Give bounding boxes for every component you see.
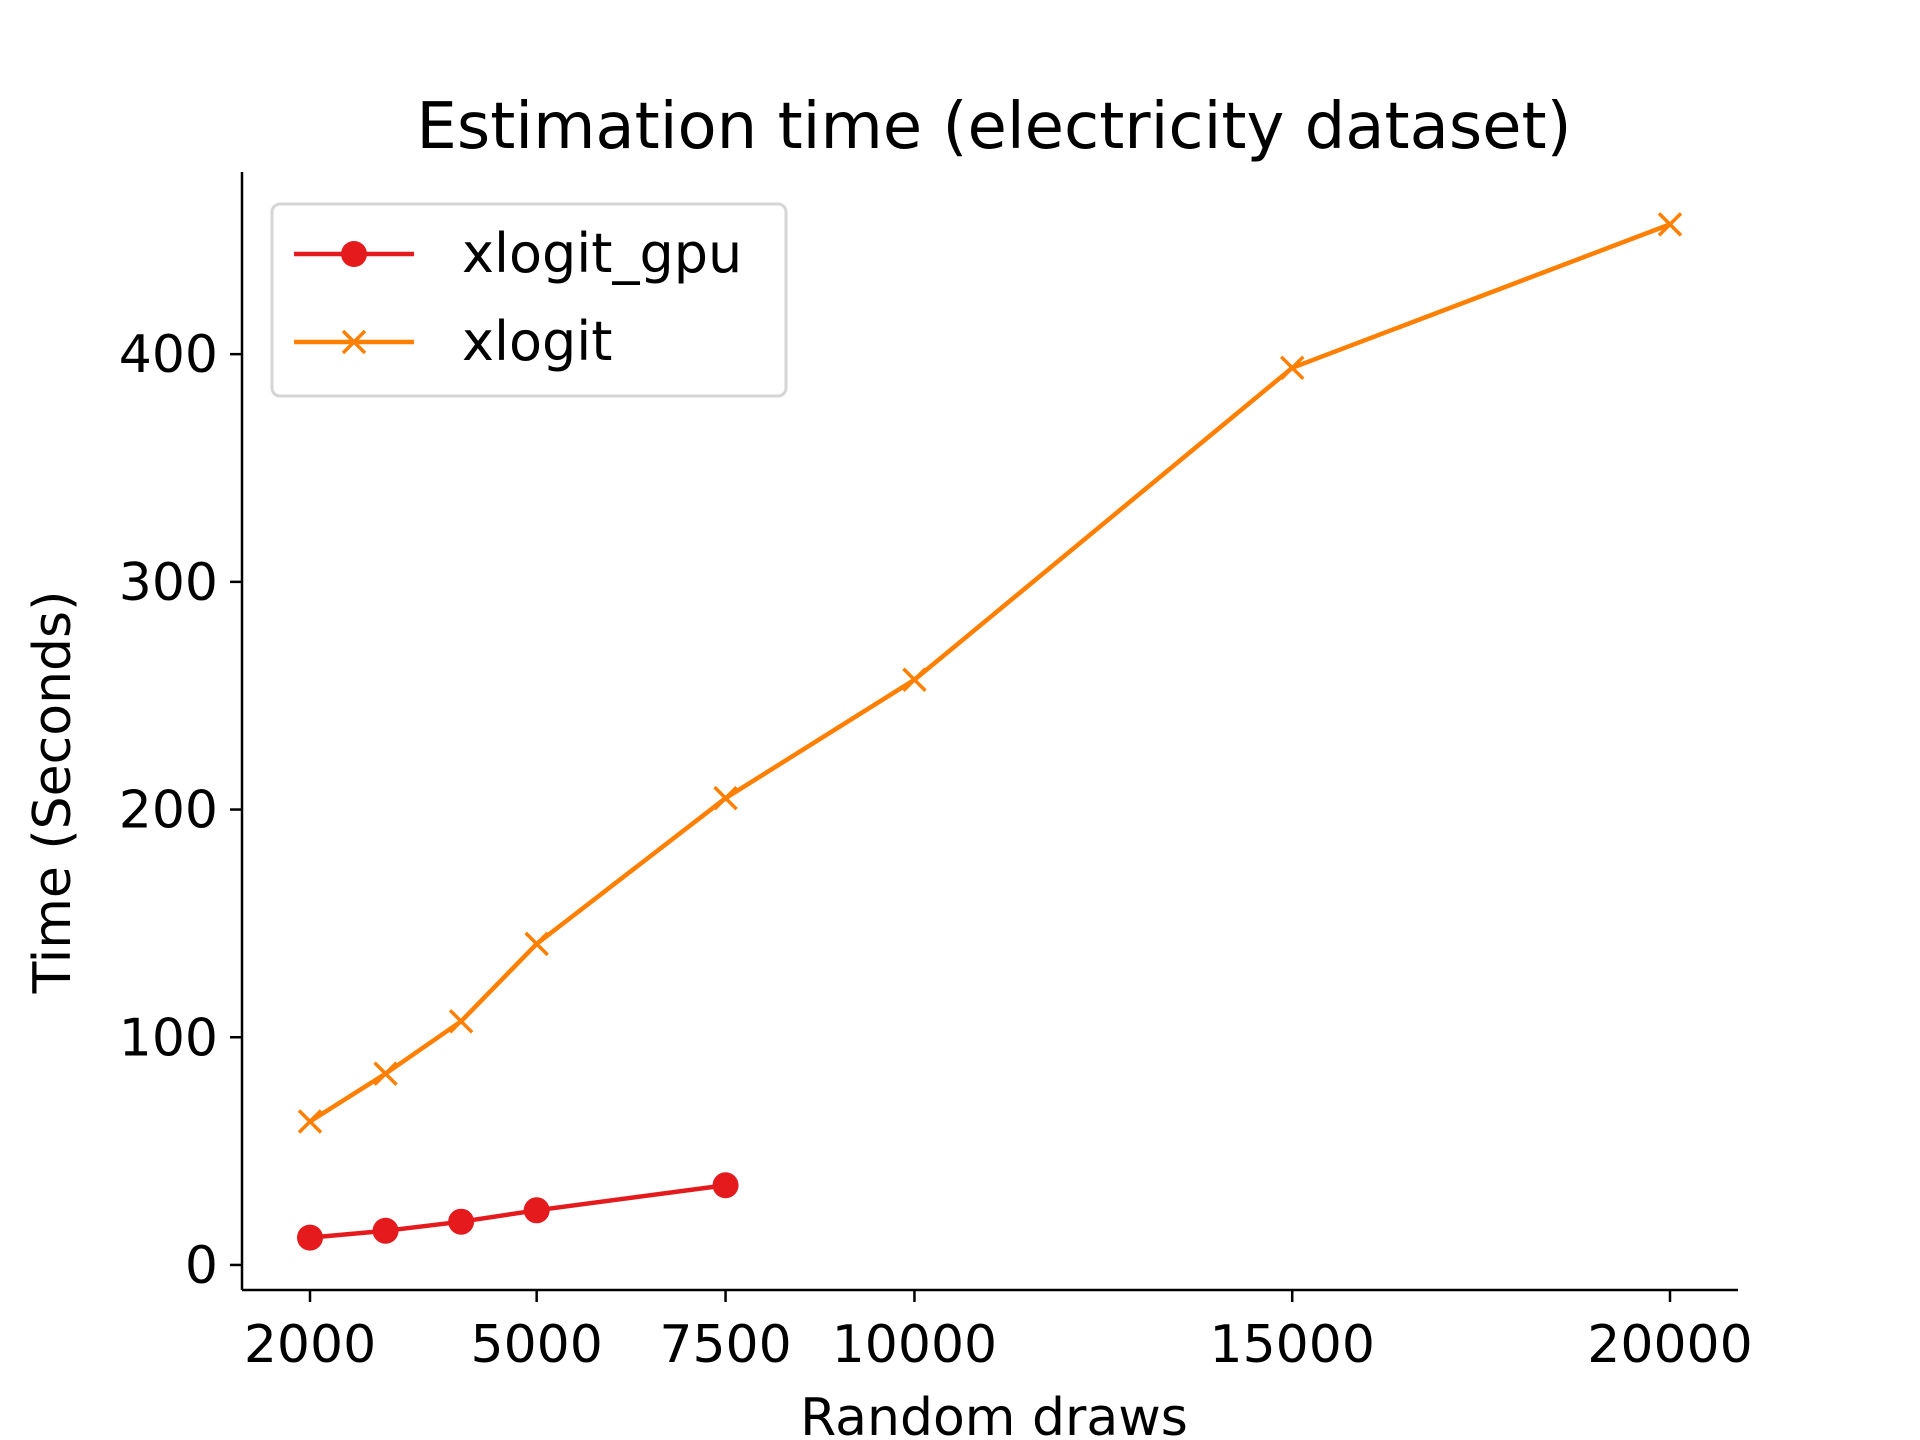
y-tick-label: 0 [185, 1236, 218, 1296]
y-tick-label: 200 [119, 781, 218, 841]
data-point-xlogit_gpu [448, 1208, 475, 1235]
axes: 2000 5000 7500 10000 15000 20000 0 100 200 300 400 [119, 172, 1753, 1375]
data-point-xlogit [902, 667, 927, 693]
data-point-xlogit_gpu [523, 1197, 550, 1224]
legend-marker-xlogit [341, 329, 367, 355]
x-tick-label: 5000 [470, 1315, 602, 1375]
data-point-xlogit_gpu [372, 1217, 399, 1244]
data-point-xlogit [713, 785, 738, 811]
x-tick-label: 10000 [832, 1315, 997, 1375]
x-tick-label: 7500 [659, 1315, 791, 1375]
data-point-xlogit_gpu [297, 1224, 323, 1251]
data-point-xlogit [1279, 355, 1305, 381]
legend-label-xlogit_gpu: xlogit_gpu [462, 222, 742, 285]
data-point-xlogit [448, 1009, 474, 1034]
x-tick-label: 15000 [1210, 1315, 1375, 1375]
y-axis-title: Time (Seconds) [23, 591, 83, 995]
data-point-xlogit_gpu [712, 1172, 739, 1199]
y-tick-label: 100 [119, 1008, 218, 1068]
data-point-xlogit [524, 931, 549, 957]
y-tick-label: 300 [119, 553, 218, 613]
data-point-xlogit [1657, 212, 1683, 237]
chart-title: Estimation time (electricity dataset) [416, 90, 1571, 164]
x-axis-title: Random draws [800, 1388, 1188, 1440]
series-xlogit_gpu [297, 1172, 739, 1251]
y-tick-label: 400 [119, 325, 218, 385]
x-tick-label: 20000 [1587, 1315, 1752, 1375]
series-line-xlogit [308, 222, 1671, 1124]
plot-area [297, 212, 1683, 1251]
data-point-xlogit [373, 1061, 398, 1086]
series-xlogit [297, 212, 1683, 1134]
data-point-xlogit [297, 1109, 323, 1134]
legend-label-xlogit: xlogit [462, 310, 612, 373]
legend-marker-xlogit_gpu [341, 241, 367, 267]
x-tick-label: 2000 [244, 1315, 376, 1375]
series-line-xlogit_gpu [309, 1183, 726, 1240]
